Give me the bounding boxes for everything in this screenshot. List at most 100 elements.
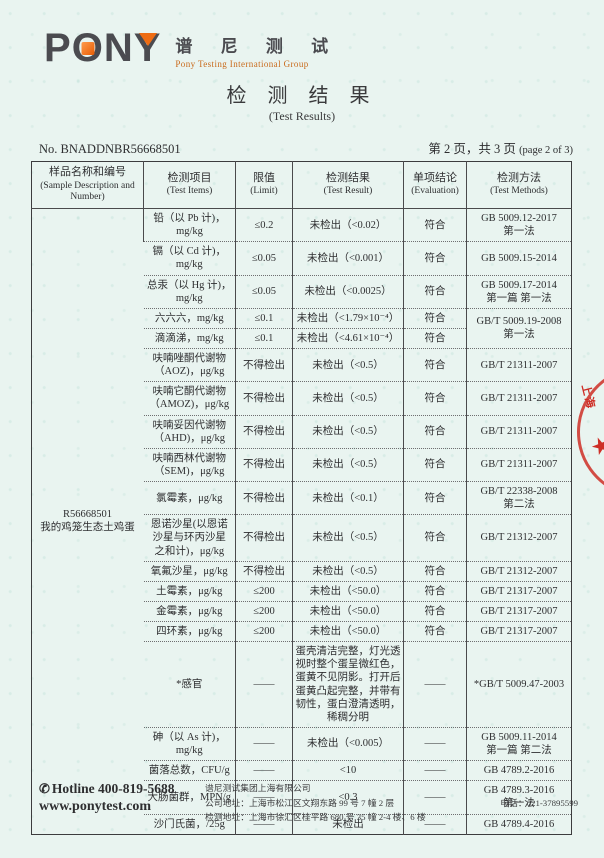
result-cell: 未检出（<0.001） bbox=[292, 241, 404, 275]
method-cell: GB/T 21312-2007 bbox=[466, 514, 572, 562]
hotline-line: ✆ Hotline 400-819-5688 bbox=[39, 781, 191, 797]
method-cell: GB/T 21317-2007 bbox=[466, 580, 572, 602]
result-cell: 未检出（<50.0） bbox=[292, 600, 404, 622]
result-cell: 未检出（<0.5） bbox=[292, 560, 404, 582]
item-cell: 砷（以 As 计)， mg/kg bbox=[143, 726, 236, 761]
result-cell: 未检出（<0.5） bbox=[292, 381, 404, 415]
result-cell: 未检出（<0.5） bbox=[292, 347, 404, 382]
item-cell: *感官 bbox=[143, 641, 236, 728]
evaluation-cell: 符合 bbox=[403, 381, 467, 415]
item-cell: 镉（以 Cd 计)， mg/kg bbox=[143, 241, 236, 275]
result-cell: 未检出（<0.005） bbox=[292, 726, 404, 761]
evaluation-cell: 符合 bbox=[403, 274, 467, 309]
logo-english-name: Pony Testing International Group bbox=[175, 59, 309, 69]
page-info-en: (page 2 of 3) bbox=[519, 145, 573, 156]
evaluation-cell: 符合 bbox=[403, 347, 467, 382]
result-cell: 未检出（<1.79×10⁻⁴） bbox=[292, 307, 404, 329]
evaluation-cell: —— bbox=[403, 641, 467, 728]
logo-orange-square-icon bbox=[81, 42, 95, 56]
item-cell: 金霉素，μg/kg bbox=[143, 600, 236, 622]
table-row: R56668501 我的鸡笼生态土鸡蛋 铅（以 Pb 计)， mg/kg ≤0.2 未… bbox=[32, 208, 572, 533]
results-table-body: R56668501 我的鸡笼生态土鸡蛋 铅（以 Pb 计)， mg/kg ≤0.2 未… bbox=[32, 208, 572, 835]
limit-cell: 不得检出 bbox=[235, 447, 293, 482]
report-meta-line: No. BNADDNBR56668501 第 2 页，共 3 页 (page 2… bbox=[39, 138, 573, 157]
column-header-4: 单项结论 (Evaluation) bbox=[403, 161, 467, 209]
evaluation-cell: 符合 bbox=[403, 414, 467, 449]
logo-text-block: 谱 尼 测 试 Pony Testing International Group bbox=[175, 30, 340, 69]
item-cell: 呋喃妥因代谢物 （AHD)，μg/kg bbox=[143, 414, 236, 449]
column-header-5: 检测方法 (Test Methods) bbox=[466, 161, 572, 209]
results-table: 样品名称和编号 (Sample Description and Number) 检测… bbox=[31, 161, 572, 835]
method-cell: GB/T 21311-2007 bbox=[466, 347, 572, 382]
hotline-number: Hotline 400-819-5688 bbox=[51, 781, 175, 796]
limit-cell: 不得检出 bbox=[235, 381, 293, 415]
document-title-english: (Test Results) bbox=[268, 109, 336, 123]
limit-cell: ≤0.05 bbox=[235, 241, 293, 275]
table-row: 呋喃它酮代谢物 （AMOZ)，μg/kg 不得检出 未检出（<0.5） 符合 GB/T … bbox=[32, 381, 572, 415]
table-row: 氯霉素，μg/kg 不得检出 未检出（<0.1） 符合 GB/T 22338-2008 … bbox=[32, 480, 572, 515]
result-cell: 未检出（<0.5） bbox=[292, 514, 404, 562]
method-cell: GB 4789.2-2016 bbox=[466, 760, 572, 781]
evaluation-cell: 符合 bbox=[403, 447, 467, 482]
result-cell: 未检出（<4.61×10⁻⁴） bbox=[292, 327, 404, 349]
evaluation-cell: —— bbox=[403, 813, 467, 835]
item-cell: 恩诺沙星(以恩诺 沙星与环丙沙星 之和计)，μg/kg bbox=[143, 514, 236, 562]
method-cell: GB/T 22338-2008 第二法 bbox=[466, 480, 572, 515]
result-cell: 蛋壳清洁完整，灯光透视时整个蛋呈微红色，蛋黄不见阴影。打开后蛋黄凸起完整，并带有… bbox=[292, 641, 404, 728]
result-cell: 未检出 bbox=[292, 813, 404, 835]
pony-logo: P O N Y bbox=[44, 28, 161, 68]
evaluation-cell: 符合 bbox=[403, 307, 467, 329]
limit-cell: ≤0.1 bbox=[235, 307, 293, 329]
table-row: *感官 —— 蛋壳清洁完整，灯光透视时整个蛋呈微红色，蛋黄不见阴影。打开后蛋黄凸起完… bbox=[32, 641, 572, 728]
limit-cell: 不得检出 bbox=[235, 347, 293, 382]
table-row: 菌落总数，CFU/g —— <10 —— GB 4789.2-2016 bbox=[32, 760, 572, 781]
limit-cell: ≤200 bbox=[235, 620, 293, 642]
result-cell: 未检出（<0.0025） bbox=[292, 274, 404, 309]
method-cell: GB/T 21311-2007 bbox=[466, 414, 572, 449]
item-cell: 氯霉素，μg/kg bbox=[143, 480, 236, 515]
table-row: 大肠菌群，MPN/g —— <0.3 —— GB 4789.3-2016 第一法 bbox=[32, 780, 572, 814]
evaluation-cell: 符合 bbox=[403, 514, 467, 562]
table-row: 恩诺沙星(以恩诺 沙星与环丙沙星 之和计)，μg/kg 不得检出 未检出（<0.5）… bbox=[32, 514, 572, 562]
limit-cell: —— bbox=[235, 760, 293, 781]
red-seal-content: 上海★IN bbox=[574, 383, 604, 501]
evaluation-cell: 符合 bbox=[403, 580, 467, 602]
table-row: 呋喃唑酮代谢物 （AOZ)，μg/kg 不得检出 未检出（<0.5） 符合 GB/T 2… bbox=[32, 347, 572, 382]
table-row: 氧氟沙星，μg/kg 不得检出 未检出（<0.5） 符合 GB/T 21312-2007 bbox=[32, 560, 572, 582]
method-cell: GB/T 21311-2007 bbox=[466, 381, 572, 415]
evaluation-cell: —— bbox=[403, 780, 467, 814]
limit-cell: ≤0.1 bbox=[235, 327, 293, 349]
item-cell: 呋喃西林代谢物 （SEM)，μg/kg bbox=[143, 447, 236, 482]
method-cell: *GB/T 5009.47-2003 bbox=[466, 641, 572, 728]
header-logo-row: P O N Y 谱 尼 测 试 Pony Testing Internation… bbox=[44, 28, 604, 69]
method-cell: GB 5009.12-2017 第一法 bbox=[466, 208, 572, 242]
method-cell: GB/T 21312-2007 bbox=[466, 560, 572, 582]
item-cell: 大肠菌群，MPN/g bbox=[143, 780, 236, 814]
page-info: 第 2 页，共 3 页 (page 2 of 3) bbox=[428, 138, 573, 157]
item-cell: 六六六，mg/kg bbox=[143, 307, 236, 329]
table-row: 土霉素，μg/kg ≤200 未检出（<50.0） 符合 GB/T 21317-2007 bbox=[32, 580, 572, 602]
result-cell: 未检出（<50.0） bbox=[292, 620, 404, 642]
evaluation-cell: —— bbox=[403, 760, 467, 781]
item-cell: 呋喃唑酮代谢物 （AOZ)，μg/kg bbox=[143, 347, 236, 382]
page-info-cn: 第 2 页，共 3 页 bbox=[428, 142, 520, 156]
testing-address: 检测地址：上海市徐汇区桂平路 680 号 35 幢 2-4 楼、6 楼 bbox=[205, 812, 426, 822]
limit-cell: 不得检出 bbox=[235, 414, 293, 449]
table-row: 六六六，mg/kg ≤0.1 未检出（<1.79×10⁻⁴） 符合 GB/T 5009.… bbox=[32, 307, 572, 349]
document-title: 检 测 结 果 bbox=[226, 85, 378, 107]
company-address: 公司地址：上海市松江区文翔东路 99 号 7 幢 2 层 bbox=[205, 797, 395, 808]
item-cell: 沙门氏菌，/25g bbox=[143, 813, 236, 835]
limit-cell: 不得检出 bbox=[235, 480, 293, 515]
item-cell: 土霉素，μg/kg bbox=[143, 580, 236, 602]
item-cell: 氧氟沙星，μg/kg bbox=[143, 560, 236, 582]
limit-cell: —— bbox=[235, 641, 293, 728]
item-cell: 铅（以 Pb 计)， mg/kg bbox=[143, 208, 236, 242]
footer-address-block: 谱尼测试集团上海有限公司 公司地址：上海市松江区文翔东路 99 号 7 幢 2 … bbox=[205, 781, 426, 825]
item-cell: 呋喃它酮代谢物 （AMOZ)，μg/kg bbox=[143, 381, 236, 415]
method-cell: GB/T 21317-2007 bbox=[466, 600, 572, 622]
item-cell: 菌落总数，CFU/g bbox=[143, 760, 236, 781]
limit-cell: ≤0.2 bbox=[235, 208, 293, 242]
result-cell: <0.3 bbox=[292, 780, 404, 814]
column-header-0: 样品名称和编号 (Sample Description and Number) bbox=[31, 161, 144, 209]
